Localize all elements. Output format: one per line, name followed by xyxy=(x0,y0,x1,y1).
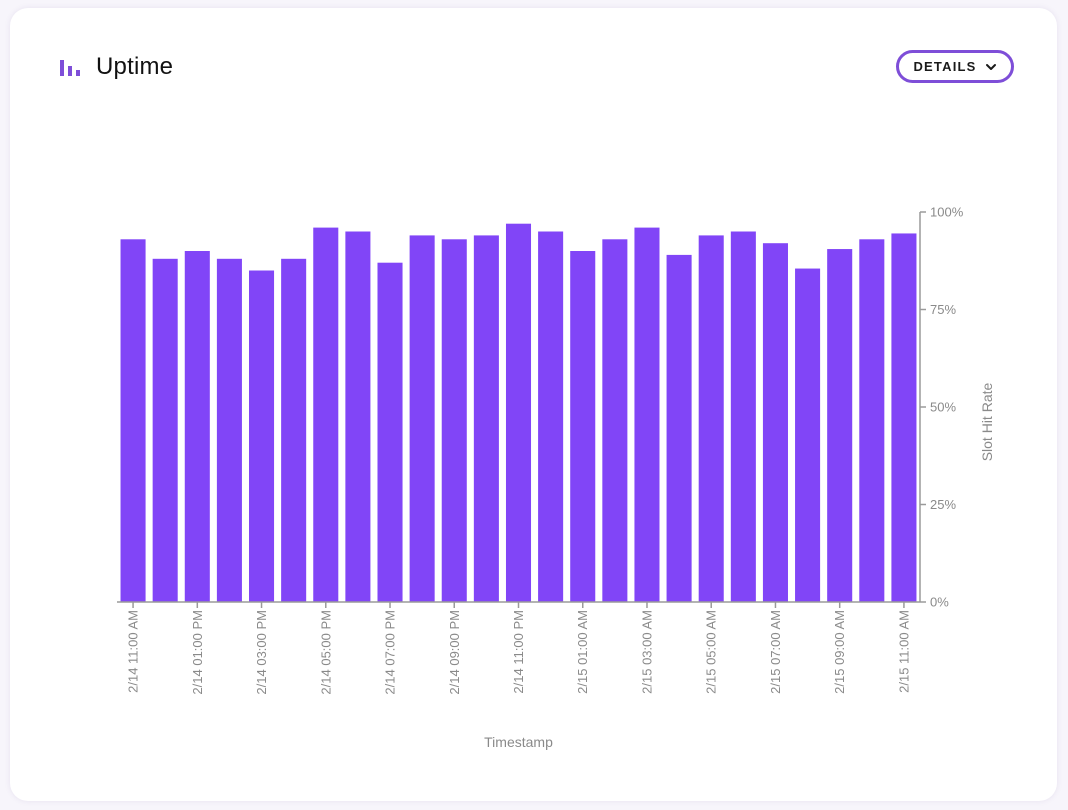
bar-1 xyxy=(152,258,178,602)
x-tick-label-2: 2/14 03:00 PM xyxy=(254,610,269,695)
x-tick-label-1: 2/14 01:00 PM xyxy=(190,610,205,695)
y-tick-label-0: 0% xyxy=(930,595,949,610)
bar-4 xyxy=(249,270,275,602)
chevron-down-icon xyxy=(985,63,996,70)
x-tick-label-6: 2/14 11:00 PM xyxy=(511,610,526,694)
bar-2 xyxy=(184,251,210,602)
y-tick-label-1: 25% xyxy=(930,497,956,512)
x-tick-label-8: 2/15 03:00 AM xyxy=(639,610,654,694)
x-tick-label-10: 2/15 07:00 AM xyxy=(768,610,783,694)
x-tick-label-0: 2/14 11:00 AM xyxy=(126,610,141,693)
x-tick-label-4: 2/14 07:00 PM xyxy=(383,610,398,695)
bar-0 xyxy=(120,239,146,603)
x-tick-label-7: 2/15 01:00 AM xyxy=(575,610,590,694)
x-tick-label-3: 2/14 05:00 PM xyxy=(318,610,333,695)
bar-21 xyxy=(795,268,821,602)
bar-18 xyxy=(698,235,724,602)
x-axis-title: Timestamp xyxy=(484,734,553,750)
bar-10 xyxy=(441,239,467,603)
bar-19 xyxy=(730,231,756,602)
y-tick-label-4: 100% xyxy=(930,205,964,220)
details-button[interactable]: DETAILS xyxy=(896,50,1014,83)
bar-24 xyxy=(891,233,917,602)
bar-5 xyxy=(281,258,307,602)
bar-chart-icon xyxy=(60,60,80,76)
bar-16 xyxy=(634,227,660,602)
details-button-label: DETAILS xyxy=(913,59,977,74)
bar-15 xyxy=(602,239,628,603)
x-tick-label-5: 2/14 09:00 PM xyxy=(447,610,462,695)
x-tick-label-12: 2/15 11:00 AM xyxy=(896,610,911,693)
bar-9 xyxy=(409,235,435,602)
bar-3 xyxy=(216,258,242,602)
bar-8 xyxy=(377,262,403,602)
bar-17 xyxy=(666,254,692,602)
bar-22 xyxy=(827,249,853,603)
bar-6 xyxy=(313,227,339,602)
bar-14 xyxy=(570,251,596,602)
x-tick-label-11: 2/15 09:00 AM xyxy=(832,610,847,694)
x-tick-label-9: 2/15 05:00 AM xyxy=(704,610,719,694)
y-tick-label-3: 75% xyxy=(930,302,956,317)
bar-11 xyxy=(473,235,499,602)
bar-23 xyxy=(859,239,885,603)
y-tick-label-2: 50% xyxy=(930,400,956,415)
page-title: Uptime xyxy=(96,53,174,80)
bar-7 xyxy=(345,231,371,602)
bar-12 xyxy=(505,223,532,602)
y-axis-title: Slot Hit Rate xyxy=(979,382,995,461)
bar-20 xyxy=(762,243,788,602)
bar-13 xyxy=(538,231,564,602)
